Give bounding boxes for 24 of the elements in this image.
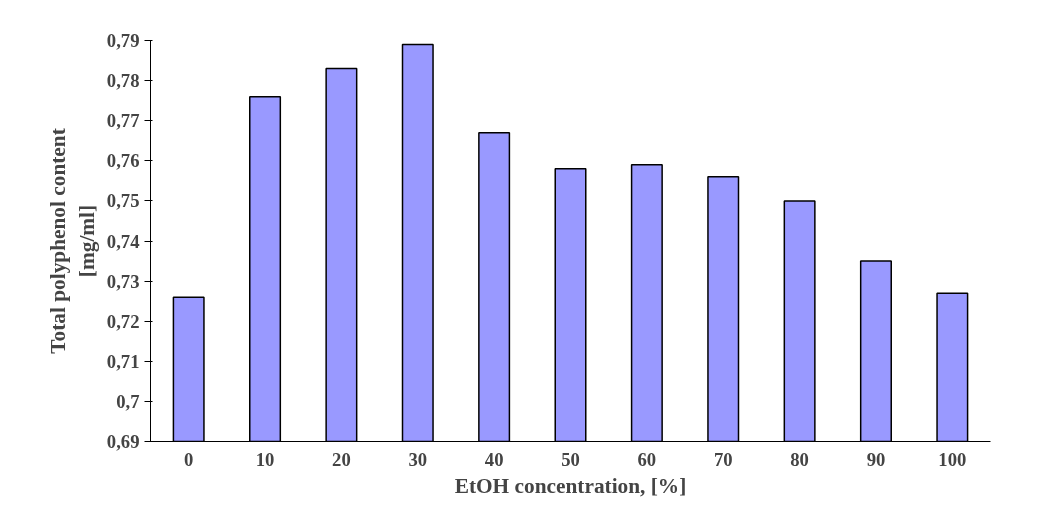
x-tick-label: 20 [332, 448, 351, 470]
y-tick-label: 0,79 [106, 30, 140, 51]
y-tick-label: 0,75 [106, 190, 140, 212]
y-tick-label: 0,77 [106, 110, 140, 132]
x-tick-label: 0 [184, 448, 194, 470]
x-tick-label: 70 [713, 448, 733, 470]
y-tick-label: 0,72 [106, 310, 140, 332]
x-tick-label: 50 [561, 448, 580, 470]
y-tick-label: 0,76 [106, 150, 140, 172]
x-tick-label: 60 [637, 448, 657, 470]
x-tick-label: 100 [938, 448, 967, 470]
x-axis-title: EtOH concentration, [%] [454, 473, 687, 498]
x-tick-label: 30 [408, 448, 428, 470]
x-tick-label: 80 [790, 448, 809, 470]
y-tick-label: 0,73 [106, 270, 140, 292]
x-tick-label: 40 [484, 448, 504, 470]
y-tick-label: 0,69 [106, 431, 140, 452]
y-axis-title: Total polyphenol content [mg/ml] [46, 127, 99, 354]
y-tick-label: 0,78 [106, 70, 140, 92]
y-tick-label: 0,7 [116, 390, 140, 412]
x-tick-label: 90 [866, 448, 886, 470]
y-tick-label: 0,71 [106, 350, 140, 372]
x-tick-label: 10 [255, 448, 275, 470]
y-tick-label: 0,74 [106, 230, 140, 252]
